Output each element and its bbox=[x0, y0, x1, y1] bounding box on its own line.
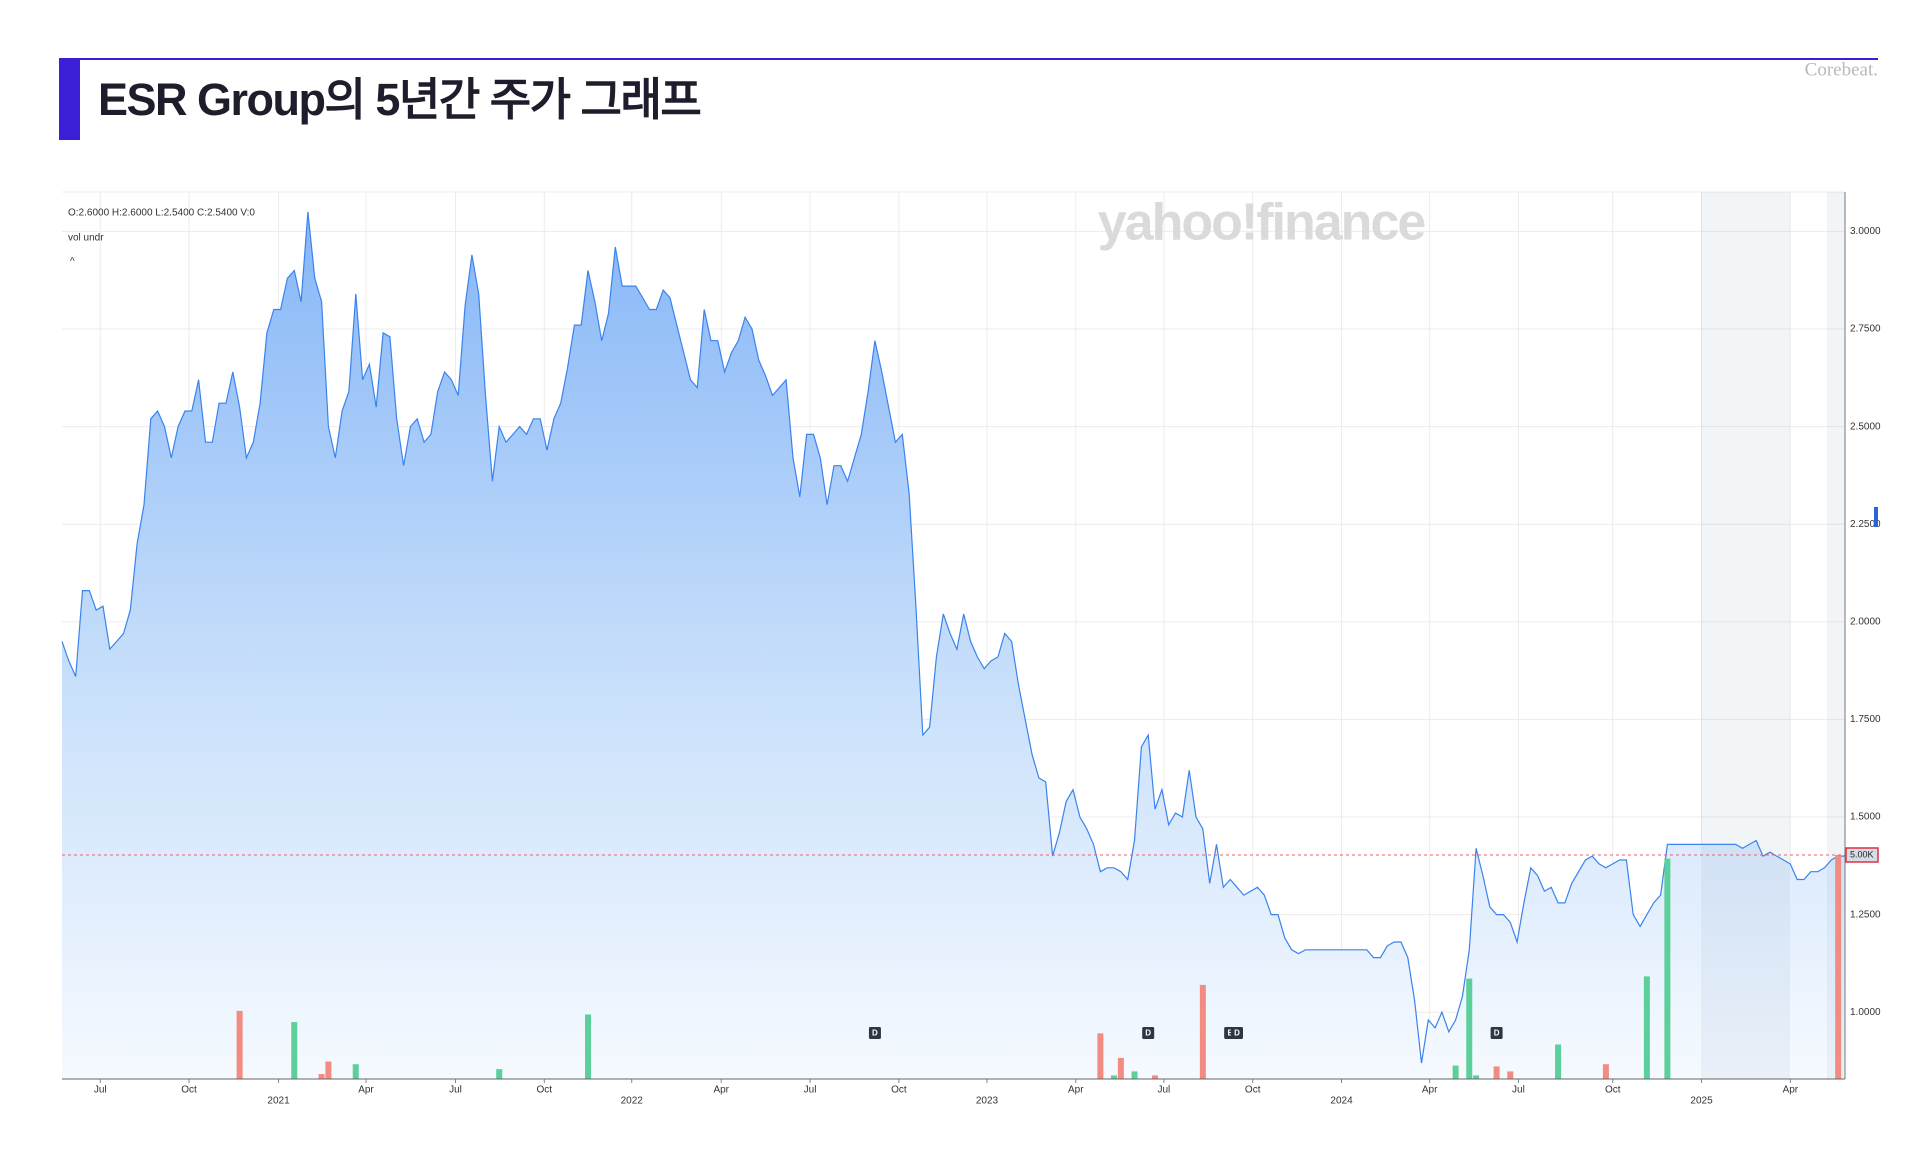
volume-bar bbox=[1111, 1075, 1118, 1079]
header-block bbox=[59, 59, 80, 140]
x-tick-label: 2024 bbox=[1330, 1096, 1353, 1107]
volume-bar bbox=[318, 1074, 325, 1079]
volume-bar bbox=[1507, 1071, 1514, 1079]
page-title: ESR Group의 5년간 주가 그래프 bbox=[98, 74, 700, 125]
volume-bar bbox=[325, 1061, 332, 1079]
x-tick-label: Jul bbox=[1512, 1085, 1525, 1096]
volume-bar bbox=[1493, 1066, 1500, 1079]
x-tick-label: Apr bbox=[1783, 1085, 1799, 1096]
y-tick-label: 2.7500 bbox=[1850, 324, 1881, 335]
volume-bar bbox=[1452, 1065, 1459, 1079]
watermark: yahoo!finance bbox=[1098, 194, 1426, 252]
volume-bar bbox=[1152, 1075, 1159, 1079]
x-tick-label: Jul bbox=[94, 1085, 107, 1096]
area-fill bbox=[62, 211, 1845, 1079]
y-tick-label: 2.0000 bbox=[1850, 616, 1881, 627]
volume-bar bbox=[1555, 1044, 1562, 1079]
x-tick-label: Oct bbox=[181, 1085, 197, 1096]
x-tick-label: Apr bbox=[1068, 1085, 1084, 1096]
volume-bar bbox=[1117, 1057, 1124, 1079]
x-tick-label: 2025 bbox=[1690, 1096, 1713, 1107]
x-tick-label: Jul bbox=[804, 1085, 817, 1096]
x-tick-label: Apr bbox=[358, 1085, 374, 1096]
x-tick-label: Apr bbox=[713, 1085, 729, 1096]
volume-bar bbox=[1643, 976, 1650, 1079]
volume-bar bbox=[1602, 1064, 1609, 1079]
plot-foreground: 1.0000 1.2500 1.5000 1.7500 2.0000 2.2500 2.50… bbox=[62, 192, 1881, 1107]
y-tick-label: 1.0000 bbox=[1850, 1007, 1881, 1018]
event-label: D bbox=[872, 1029, 878, 1038]
event-marker bbox=[868, 1027, 881, 1039]
y-tick-label: 2.2500 bbox=[1850, 519, 1881, 530]
event-marker bbox=[1231, 1027, 1244, 1039]
range-shade bbox=[1701, 192, 1790, 1079]
event-label: D bbox=[1494, 1029, 1500, 1038]
y-tick-label: 1.7500 bbox=[1850, 714, 1881, 725]
price-tag-edge bbox=[1874, 507, 1878, 527]
event-marker bbox=[1142, 1027, 1155, 1039]
x-tick-label: Oct bbox=[891, 1085, 907, 1096]
x-tick-label: Jul bbox=[1158, 1085, 1171, 1096]
ohlc-readout: O:2.6000 H:2.6000 L:2.5400 C:2.5400 V:0 bbox=[68, 208, 255, 219]
volume-bar bbox=[352, 1064, 359, 1079]
volume-bar bbox=[236, 1010, 243, 1079]
volume-bar bbox=[1097, 1033, 1104, 1079]
volume-bar bbox=[291, 1022, 298, 1079]
x-tick-label: 2023 bbox=[976, 1096, 999, 1107]
volume-bar bbox=[1473, 1075, 1480, 1079]
x-tick-label: Oct bbox=[537, 1085, 553, 1096]
price-line bbox=[61, 211, 1845, 1064]
x-tick-label: Apr bbox=[1422, 1085, 1438, 1096]
volume-bar bbox=[1835, 855, 1842, 1079]
volume-tag-label: 5.00K bbox=[1850, 849, 1874, 859]
volume-note: vol undr bbox=[68, 233, 104, 244]
volume-bar bbox=[1466, 978, 1473, 1079]
brand: Corebeat. bbox=[1805, 59, 1878, 80]
event-label: D bbox=[1234, 1029, 1240, 1038]
y-tick-label: 2.5000 bbox=[1850, 421, 1881, 432]
event-label: E bbox=[1228, 1029, 1234, 1038]
volume-tag-box bbox=[1845, 847, 1879, 863]
volume-bar bbox=[1199, 984, 1206, 1079]
y-tick-label: 1.5000 bbox=[1850, 812, 1881, 823]
plot-background bbox=[61, 191, 1845, 1079]
event-label: D bbox=[1145, 1029, 1151, 1038]
volume-bar bbox=[1664, 858, 1671, 1079]
y-tick-label: 3.0000 bbox=[1850, 226, 1881, 237]
x-tick-label: 2021 bbox=[267, 1096, 290, 1107]
volume-bar bbox=[1131, 1071, 1138, 1079]
caret: ^ bbox=[70, 257, 75, 268]
x-tick-label: Oct bbox=[1605, 1085, 1621, 1096]
y-tick-label: 1.2500 bbox=[1850, 909, 1881, 920]
event-marker bbox=[1490, 1027, 1503, 1039]
x-tick-label: Jul bbox=[449, 1085, 462, 1096]
volume-bar bbox=[585, 1014, 592, 1079]
header-rule bbox=[59, 58, 1878, 60]
x-tick-label: 2022 bbox=[621, 1096, 644, 1107]
volume-bar bbox=[496, 1069, 503, 1079]
x-tick-label: Oct bbox=[1245, 1085, 1261, 1096]
